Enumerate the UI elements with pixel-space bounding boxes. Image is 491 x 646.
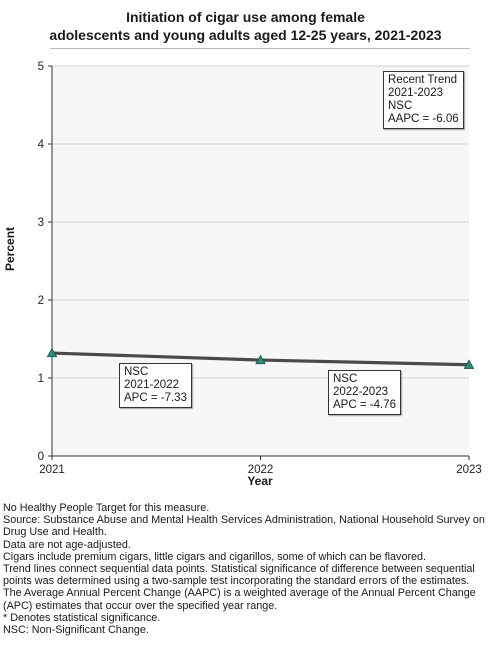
- data-series: [46, 347, 475, 369]
- footnote: Trend lines connect sequential data poin…: [3, 563, 475, 588]
- footnote: * Denotes statistical significance.: [3, 611, 161, 624]
- annotation-line: APC = -4.76: [333, 399, 396, 411]
- chart-title: Initiation of cigar use among female ado…: [0, 8, 491, 44]
- title-divider: [50, 48, 470, 49]
- data-point-marker: [46, 347, 58, 358]
- annotation-line: NSC: [388, 100, 413, 112]
- y-tick-label: 5: [38, 61, 44, 73]
- annotation-line: 2022-2023: [333, 386, 388, 398]
- annotation-line: NSC: [333, 373, 358, 385]
- annotation-line: 2021-2023: [388, 87, 443, 99]
- x-tick-label: 2021: [39, 464, 65, 476]
- annotation-line: APC = -7.33: [124, 392, 187, 404]
- y-tick-label: 0: [38, 451, 44, 463]
- data-point-marker: [255, 354, 266, 365]
- data-point-marker: [463, 359, 475, 369]
- footnote: Source: Substance Abuse and Mental Healt…: [3, 514, 485, 539]
- segment-2021-2022-annotation: NSC 2021-2022 APC = -7.33: [119, 363, 192, 408]
- y-axis-label: Percent: [3, 226, 17, 271]
- grid-lines: [52, 65, 469, 379]
- chart-title-line-1: Initiation of cigar use among female: [126, 9, 365, 25]
- axes: [48, 65, 470, 460]
- footnotes: No Healthy People Target for this measur…: [3, 502, 489, 636]
- footnote: Data are not age-adjusted.: [3, 538, 131, 551]
- annotation-line: Recent Trend: [388, 74, 458, 86]
- annotation-line: NSC: [124, 366, 149, 378]
- footnote: The Average Annual Percent Change (AAPC)…: [3, 587, 476, 612]
- y-tick-label: 1: [38, 373, 44, 385]
- y-tick-label: 4: [38, 139, 45, 151]
- annotation-line: 2021-2022: [124, 379, 179, 391]
- recent-trend-annotation: Recent Trend 2021-2023 NSC AAPC = -6.06: [383, 71, 464, 129]
- y-tick-label: 2: [38, 295, 44, 307]
- x-tick-label: 2023: [456, 464, 482, 476]
- annotation-line: AAPC = -6.06: [388, 113, 459, 125]
- segment-2022-2023-annotation: NSC 2022-2023 APC = -4.76: [328, 370, 401, 415]
- footnote: NSC: Non-Significant Change.: [3, 624, 149, 637]
- x-tick-label: 2022: [248, 464, 274, 476]
- tick-labels: 0 1 2 3 4 5 2021 2022 2023: [38, 61, 482, 476]
- x-axis-label: Year: [247, 474, 273, 488]
- chart-title-line-2: adolescents and young adults aged 12-25 …: [49, 27, 442, 43]
- y-tick-label: 3: [38, 217, 44, 229]
- footnote: No Healthy People Target for this measur…: [3, 502, 210, 514]
- footnote: Cigars include premium cigars, little ci…: [3, 550, 427, 563]
